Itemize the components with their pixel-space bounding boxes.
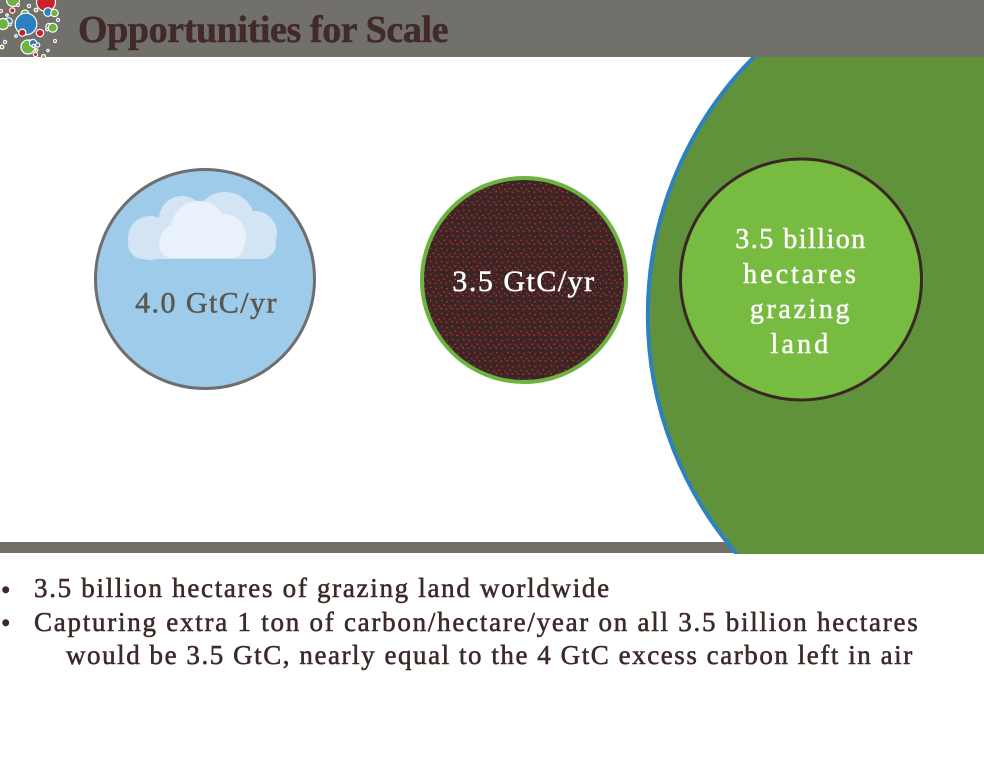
svg-text:3.5 GtC/yr: 3.5 GtC/yr	[452, 265, 595, 298]
svg-text:land: land	[770, 329, 831, 360]
svg-text:grazing: grazing	[750, 294, 852, 325]
svg-text:4.0 GtC/yr: 4.0 GtC/yr	[135, 287, 278, 320]
svg-text:hectares: hectares	[743, 259, 859, 290]
svg-text:3.5 billion: 3.5 billion	[735, 224, 867, 255]
